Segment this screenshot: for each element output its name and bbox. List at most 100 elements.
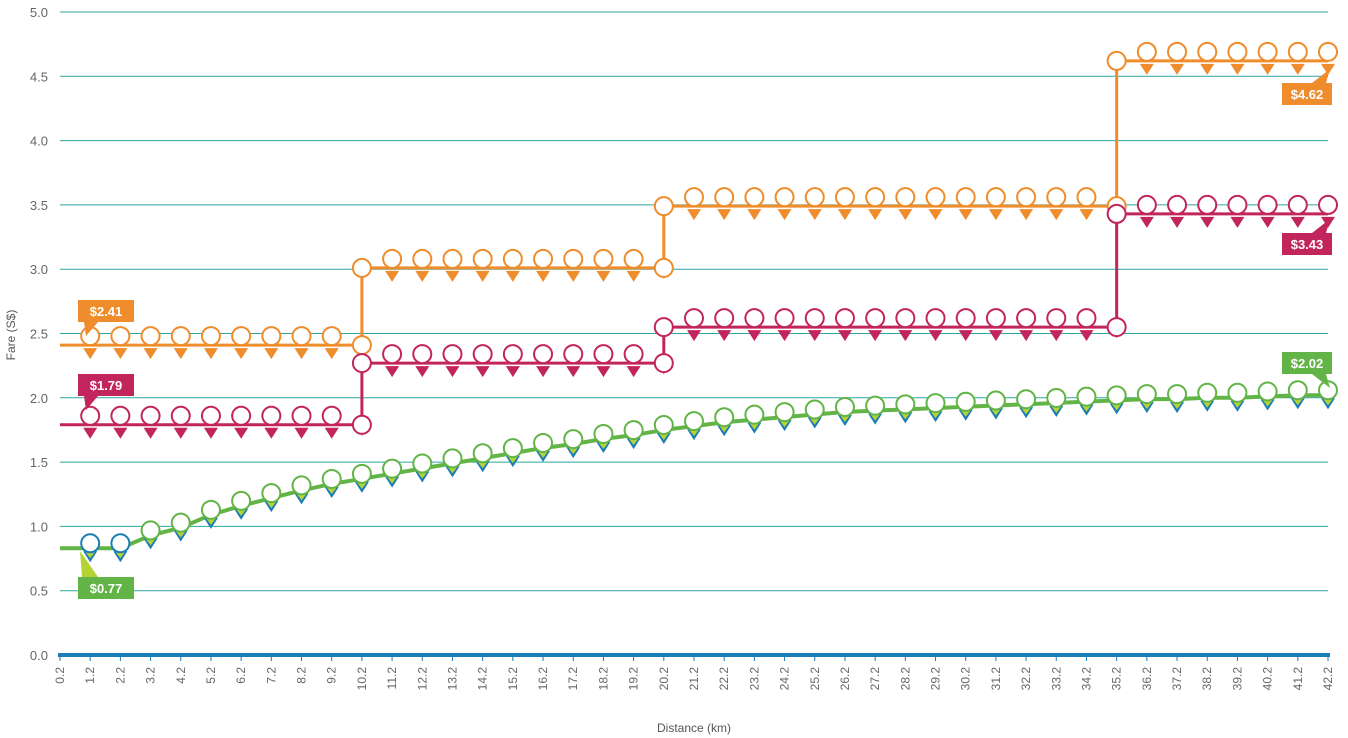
callout-box: [78, 300, 134, 322]
x-tick-label: 14.2: [476, 667, 490, 691]
y-tick-label: 0.5: [30, 584, 48, 599]
pin-marker: [1079, 330, 1094, 342]
circle-marker: [1197, 41, 1218, 62]
callout-tail: [1312, 219, 1330, 233]
x-tick-label: 19.2: [627, 667, 641, 691]
pin-marker: [596, 270, 611, 282]
circle-marker: [351, 414, 372, 435]
callout-tail: [84, 322, 98, 336]
pin-marker: [958, 209, 973, 221]
pin-marker: [173, 348, 188, 360]
circle-marker: [955, 391, 976, 412]
circle-marker: [412, 344, 433, 365]
circle-marker: [200, 405, 221, 426]
x-tick-label: 8.2: [295, 667, 309, 684]
pin-marker: [1200, 63, 1215, 75]
circle-marker: [985, 187, 1006, 208]
pin-marker: [626, 366, 641, 378]
pin-marker: [958, 330, 973, 342]
tick-labels: 0.0 0.5 1.0 1.5 2.0 2.5 3.0 3.5 4.0 4.5 5.0 0.2 1.2 2…: [30, 5, 1335, 690]
circle-marker: [1287, 41, 1308, 62]
circle-marker: [382, 344, 403, 365]
x-tick-label: 21.2: [687, 667, 701, 691]
y-tick-label: 0.0: [30, 648, 48, 663]
pin-marker: [324, 348, 339, 360]
x-tick-label: 15.2: [506, 667, 520, 691]
circle-marker: [925, 393, 946, 414]
callout-tail: [80, 551, 98, 577]
pin-marker: [988, 330, 1003, 342]
pin-marker: [928, 330, 943, 342]
circle-marker: [1106, 50, 1127, 71]
circle-marker: [502, 344, 523, 365]
circle-marker: [834, 396, 855, 417]
x-tick-label: 40.2: [1261, 667, 1275, 691]
circle-marker: [804, 308, 825, 329]
x-tick-label: 18.2: [596, 667, 610, 691]
circle-marker: [1287, 380, 1308, 401]
circle-marker: [351, 463, 372, 484]
orange-series-line: [60, 59, 1328, 347]
pin-marker: [536, 270, 551, 282]
circle-marker: [502, 248, 523, 269]
circle-marker: [714, 308, 735, 329]
x-tick-label: 16.2: [536, 667, 550, 691]
circle-marker: [110, 405, 131, 426]
y-tick-label: 2.5: [30, 327, 48, 342]
circle-marker: [1016, 187, 1037, 208]
x-axis-title: Distance (km): [657, 721, 731, 735]
pin-marker: [868, 209, 883, 221]
series-markers: [80, 41, 1338, 563]
pin-marker: [505, 366, 520, 378]
circle-marker: [1136, 41, 1157, 62]
x-tick-label: 2.2: [113, 667, 127, 684]
pin-marker: [234, 427, 249, 439]
x-tick-label: 7.2: [264, 667, 278, 684]
circle-marker: [351, 353, 372, 374]
circle-marker: [1257, 194, 1278, 215]
circle-marker: [1076, 187, 1097, 208]
callout-tail: [1312, 374, 1330, 388]
circle-marker: [200, 499, 221, 520]
y-tick-label: 3.0: [30, 262, 48, 277]
circle-marker: [925, 308, 946, 329]
x-tick-label: 12.2: [415, 667, 429, 691]
circle-marker: [1076, 308, 1097, 329]
x-tick-label: 39.2: [1230, 667, 1244, 691]
callout-magenta-start: $1.79: [78, 374, 134, 410]
x-tick-label: 24.2: [778, 667, 792, 691]
pin-marker: [83, 427, 98, 439]
x-tick-label: 0.2: [53, 667, 67, 684]
x-tick-label: 38.2: [1200, 667, 1214, 691]
circle-marker: [563, 429, 584, 450]
pin-marker: [264, 427, 279, 439]
pin-marker: [566, 366, 581, 378]
y-tick-label: 4.0: [30, 134, 48, 149]
circle-marker: [291, 326, 312, 347]
x-tick-label: 31.2: [989, 667, 1003, 691]
y-tick-label: 4.5: [30, 69, 48, 84]
pin-marker: [234, 348, 249, 360]
circle-marker: [1076, 386, 1097, 407]
circle-marker: [1257, 381, 1278, 402]
circle-marker: [744, 404, 765, 425]
pin-marker: [687, 209, 701, 221]
circle-marker: [170, 512, 191, 533]
x-tick-label: 6.2: [234, 667, 248, 684]
callout-label: $4.62: [1291, 87, 1324, 102]
callout-label: $3.43: [1291, 237, 1324, 252]
circle-marker: [110, 326, 131, 347]
x-tick-label: 41.2: [1291, 667, 1305, 691]
circle-marker: [442, 344, 463, 365]
circle-marker: [865, 187, 886, 208]
circle-marker: [895, 394, 916, 415]
callout-magenta-end: $3.43: [1282, 219, 1332, 255]
x-tick-label: 13.2: [445, 667, 459, 691]
circle-marker: [774, 187, 795, 208]
x-tick-label: 10.2: [355, 667, 369, 691]
y-tick-label: 1.5: [30, 455, 48, 470]
circle-marker: [1197, 194, 1218, 215]
pin-marker: [143, 427, 158, 439]
circle-marker: [1227, 41, 1248, 62]
pin-marker: [475, 270, 490, 282]
